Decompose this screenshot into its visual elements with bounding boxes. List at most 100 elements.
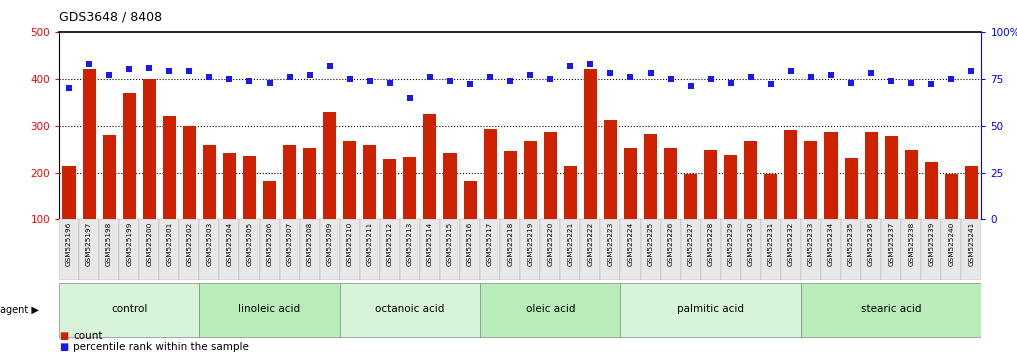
Bar xyxy=(881,219,901,280)
Bar xyxy=(263,181,276,266)
Text: GSM525220: GSM525220 xyxy=(547,221,553,266)
Bar xyxy=(563,166,577,266)
Text: ■: ■ xyxy=(59,331,68,341)
Point xyxy=(81,61,98,67)
Bar xyxy=(280,219,300,280)
Text: GSM525201: GSM525201 xyxy=(166,221,172,266)
Point xyxy=(843,80,859,85)
Point xyxy=(342,76,358,81)
Point xyxy=(583,61,599,67)
Bar xyxy=(905,150,917,266)
Text: GSM525222: GSM525222 xyxy=(588,221,593,266)
Bar xyxy=(119,219,139,280)
Bar xyxy=(540,219,560,280)
Point xyxy=(222,76,238,81)
Text: GSM525199: GSM525199 xyxy=(126,221,132,266)
Text: GSM525233: GSM525233 xyxy=(807,221,814,266)
Point xyxy=(662,76,678,81)
Bar xyxy=(82,69,96,266)
Point xyxy=(422,74,438,80)
Bar xyxy=(423,114,436,266)
Point xyxy=(161,68,177,74)
Text: GSM525231: GSM525231 xyxy=(768,221,774,266)
Bar xyxy=(480,219,500,280)
Bar xyxy=(801,219,821,280)
Bar xyxy=(360,219,379,280)
Bar xyxy=(62,166,75,266)
Bar xyxy=(340,219,360,280)
Bar xyxy=(744,141,758,266)
Text: GSM525236: GSM525236 xyxy=(869,221,875,266)
Bar xyxy=(163,116,176,266)
Point xyxy=(863,70,880,76)
Text: octanoic acid: octanoic acid xyxy=(375,303,444,314)
Bar xyxy=(620,282,801,337)
Text: agent ▶: agent ▶ xyxy=(0,305,39,315)
Text: GSM525226: GSM525226 xyxy=(667,221,673,266)
Point xyxy=(301,72,317,78)
Bar xyxy=(99,219,119,280)
Bar xyxy=(404,157,416,266)
Bar xyxy=(644,134,657,266)
Point xyxy=(643,70,659,76)
Bar xyxy=(340,282,480,337)
Bar xyxy=(861,219,881,280)
Bar xyxy=(740,219,761,280)
Text: percentile rank within the sample: percentile rank within the sample xyxy=(73,342,249,352)
Point xyxy=(482,74,498,80)
Point xyxy=(101,72,117,78)
Text: GSM525224: GSM525224 xyxy=(627,221,634,266)
Bar xyxy=(484,129,496,266)
Text: oleic acid: oleic acid xyxy=(526,303,575,314)
Bar xyxy=(160,219,179,280)
Text: stearic acid: stearic acid xyxy=(861,303,921,314)
Text: GSM525241: GSM525241 xyxy=(968,221,974,266)
Bar xyxy=(901,219,921,280)
Point xyxy=(402,95,418,101)
Text: GSM525232: GSM525232 xyxy=(788,221,794,266)
Bar xyxy=(680,219,701,280)
Bar xyxy=(761,219,781,280)
Bar xyxy=(885,136,898,266)
Bar xyxy=(503,152,517,266)
Point xyxy=(783,68,799,74)
Point xyxy=(181,68,197,74)
Bar xyxy=(319,219,340,280)
Text: GSM525217: GSM525217 xyxy=(487,221,493,266)
Text: GSM525218: GSM525218 xyxy=(507,221,514,266)
Bar xyxy=(183,126,196,266)
Bar xyxy=(825,132,838,266)
Point xyxy=(703,76,719,81)
Bar xyxy=(440,219,460,280)
Text: GSM525209: GSM525209 xyxy=(326,221,333,266)
Bar xyxy=(363,145,376,266)
Text: GSM525212: GSM525212 xyxy=(386,221,393,266)
Bar xyxy=(460,219,480,280)
Bar xyxy=(704,150,717,266)
Text: GSM525197: GSM525197 xyxy=(86,221,93,266)
Text: GSM525229: GSM525229 xyxy=(728,221,733,266)
Bar xyxy=(620,219,641,280)
Point xyxy=(622,74,639,80)
Text: GSM525225: GSM525225 xyxy=(648,221,654,266)
Text: GSM525202: GSM525202 xyxy=(186,221,192,266)
Text: count: count xyxy=(73,331,103,341)
Bar xyxy=(624,148,637,266)
Bar xyxy=(604,120,617,266)
Bar xyxy=(139,219,160,280)
Bar xyxy=(544,132,556,266)
Bar xyxy=(343,141,356,266)
Bar xyxy=(420,219,440,280)
Bar xyxy=(283,145,296,266)
Bar xyxy=(701,219,721,280)
Bar xyxy=(220,219,239,280)
Bar xyxy=(202,145,216,266)
Bar xyxy=(199,282,340,337)
Text: GSM525213: GSM525213 xyxy=(407,221,413,266)
Bar xyxy=(942,219,961,280)
Text: GSM525206: GSM525206 xyxy=(266,221,273,266)
Point xyxy=(462,81,478,87)
Text: control: control xyxy=(111,303,147,314)
Text: GSM525207: GSM525207 xyxy=(287,221,293,266)
Bar xyxy=(239,219,259,280)
